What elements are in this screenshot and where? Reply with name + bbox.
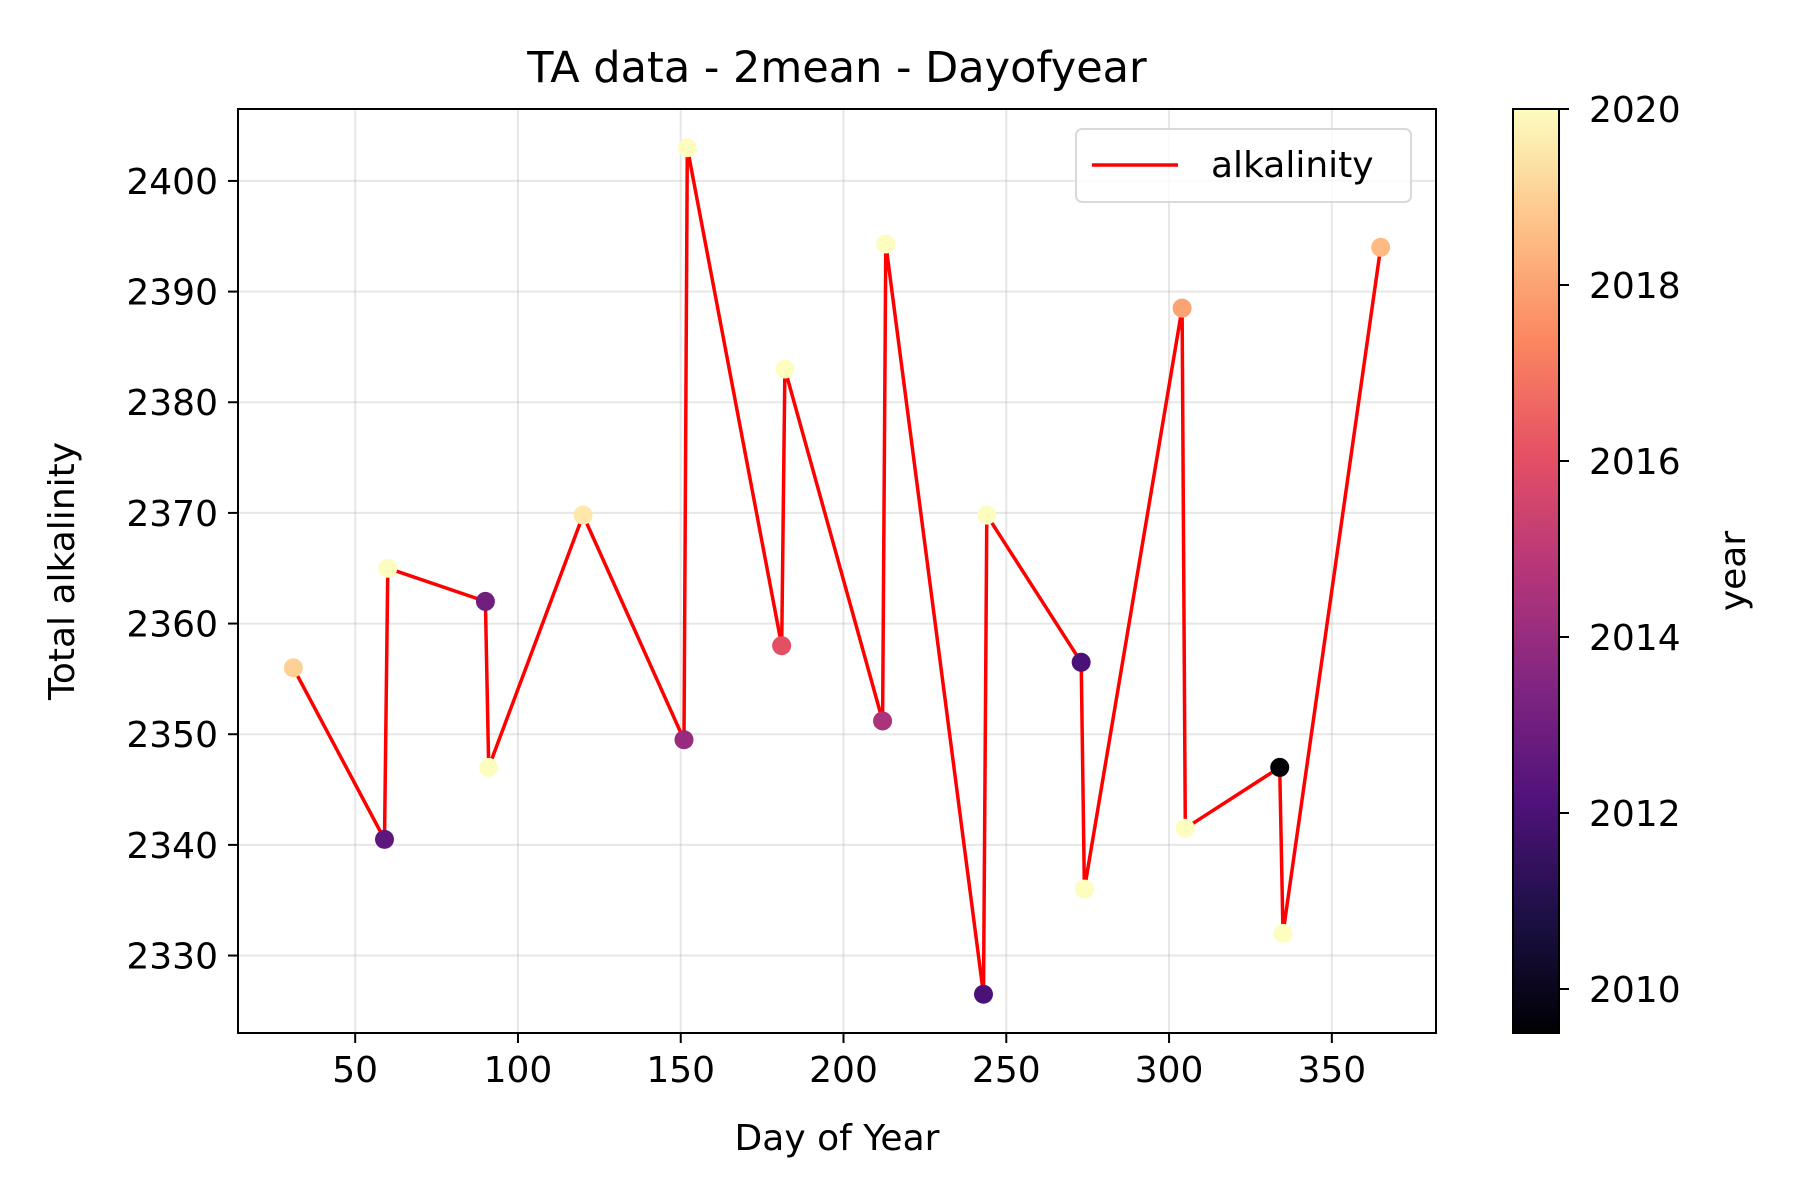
data-point [1273, 923, 1293, 943]
data-point [1371, 237, 1391, 257]
data-point [479, 757, 499, 777]
x-tick-label: 100 [484, 1050, 553, 1091]
y-tick-label: 2390 [126, 273, 218, 314]
grid-lines [238, 109, 1436, 1033]
colorbar-gradient [1512, 108, 1560, 1034]
x-axis-title: Day of Year [735, 1118, 940, 1159]
data-point [1074, 879, 1094, 899]
legend-label: alkalinity [1211, 145, 1374, 186]
x-axis-ticks: 50 100 150 200 250 300 350 [332, 1033, 1366, 1091]
x-tick-label: 200 [809, 1050, 878, 1091]
x-tick-label: 150 [646, 1050, 715, 1091]
alkalinity-series-line [291, 145, 1383, 997]
data-point [977, 505, 997, 525]
data-point [1071, 652, 1091, 672]
series-line-layer [291, 145, 1383, 997]
data-point [677, 138, 697, 158]
colorbar: 2010 2012 2014 2016 2018 2020 year [1512, 90, 1754, 1034]
data-point [573, 505, 593, 525]
colorbar-tick-label: 2016 [1589, 442, 1681, 483]
data-point [973, 984, 993, 1004]
colorbar-tick-label: 2014 [1589, 618, 1681, 659]
data-point [374, 829, 394, 849]
data-point [674, 730, 694, 750]
colorbar-tick-label: 2010 [1589, 970, 1681, 1011]
y-tick-label: 2400 [126, 162, 218, 203]
x-tick-label: 350 [1297, 1050, 1366, 1091]
chart-title: TA data - 2mean - Dayofyear [526, 43, 1147, 93]
y-tick-label: 2360 [126, 605, 218, 646]
y-tick-label: 2350 [126, 715, 218, 756]
data-point [876, 234, 896, 254]
data-points-layer [283, 138, 1391, 1004]
y-tick-label: 2330 [126, 937, 218, 978]
colorbar-title: year [1713, 531, 1754, 612]
colorbar-tick-label: 2012 [1589, 794, 1681, 835]
y-tick-label: 2380 [126, 383, 218, 424]
y-tick-label: 2340 [126, 826, 218, 867]
x-tick-label: 250 [972, 1050, 1041, 1091]
y-tick-label: 2370 [126, 494, 218, 535]
plot-frame [237, 108, 1437, 1034]
colorbar-tick-label: 2018 [1589, 266, 1681, 307]
data-point [1172, 298, 1192, 318]
data-point [1270, 757, 1290, 777]
data-point [283, 658, 303, 678]
legend: alkalinity [1075, 128, 1412, 203]
legend-box [1075, 128, 1412, 203]
data-point [1175, 818, 1195, 838]
data-point [775, 359, 795, 379]
data-point [772, 636, 792, 656]
x-tick-label: 50 [332, 1050, 378, 1091]
x-tick-label: 300 [1135, 1050, 1204, 1091]
y-axis-ticks: 2330 2340 2350 2360 2370 2380 2390 2400 [126, 162, 238, 978]
colorbar-ticks: 2010 2012 2014 2016 2018 2020 [1559, 90, 1681, 1011]
y-axis-title: Total alkalinity [42, 442, 83, 701]
data-point [873, 711, 893, 731]
data-point [378, 558, 398, 578]
data-point [475, 591, 495, 611]
colorbar-tick-label: 2020 [1589, 90, 1681, 131]
